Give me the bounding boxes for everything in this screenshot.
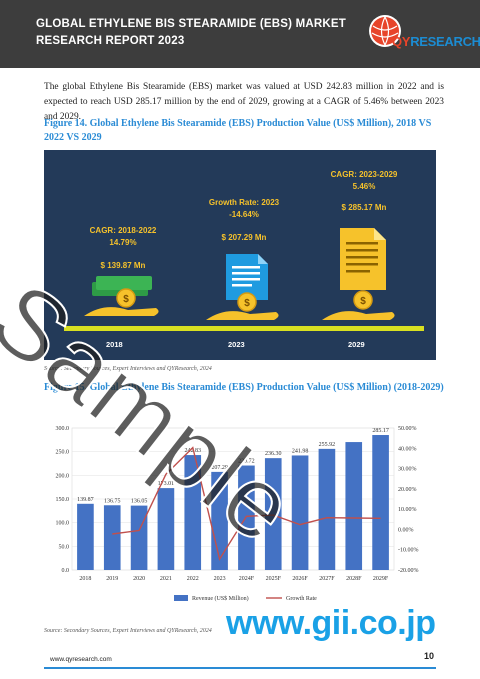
y-left-tick-label: 0.0 (62, 568, 70, 574)
figure-15-source: Source: Secondary Sources, Expert Interv… (44, 628, 212, 634)
revenue-bar (157, 488, 175, 570)
revenue-bar (103, 505, 121, 570)
revenue-bar (77, 503, 94, 570)
figure-15-title: Figure 15. Global Ethylene Bis Stearamid… (44, 382, 444, 393)
x-tick-label: 2020 (133, 576, 145, 582)
bar-value-label: 173.01 (158, 481, 175, 487)
mid-growth-value: -14.64% (229, 210, 259, 219)
x-tick-label: 2024F (239, 576, 255, 582)
infographic-panel: $ $ $ CAGR: 2018-2022 (44, 150, 436, 360)
revenue-bar (130, 505, 148, 570)
chart-svg: 0.0 50.0 100.0 150.0 200.0 250.0 300.0 -20.00% -… (56, 426, 419, 602)
mid-growth-label: Growth Rate: 2023 (208, 198, 280, 207)
y-right-tick-label: 0.00% (398, 527, 414, 533)
right-amount: $ 285.17 Mn (341, 203, 387, 212)
y-left-tick-label: 300.0 (56, 426, 70, 432)
revenue-bar (264, 458, 282, 570)
year-label-2029: 2029 (348, 340, 365, 349)
right-cagr-value: 5.46% (352, 182, 376, 191)
bar-value-label: 242.83 (185, 448, 202, 454)
legend-swatch-revenue (174, 595, 188, 601)
revenue-bar (345, 442, 363, 570)
infographic-art: $ $ $ (64, 228, 424, 331)
footer-url: www.qyresearch.com (50, 656, 112, 663)
globe-icon (369, 15, 401, 47)
bar-value-label: 241.98 (292, 448, 309, 454)
qyresearch-logo: QYRESEARCH (362, 14, 480, 58)
x-tick-label: 2029F (373, 576, 389, 582)
report-title: GLOBAL ETHYLENE BIS STEARAMIDE (EBS) MAR… (36, 18, 346, 47)
year-label-2023: 2023 (228, 340, 245, 349)
legend-label-revenue: Revenue (US$ Million) (192, 595, 249, 602)
svg-text:$: $ (123, 294, 129, 305)
report-header: GLOBAL ETHYLENE BIS STEARAMIDE (EBS) MAR… (0, 0, 480, 68)
y-left-tick-label: 250.0 (56, 450, 70, 456)
y-right-tick-label: -10.00% (398, 548, 419, 554)
revenue-bar (318, 448, 336, 570)
x-tick-label: 2021 (160, 576, 172, 582)
y-left-tick-label: 50.0 (59, 544, 70, 550)
revenue-bar (372, 435, 389, 570)
svg-text:$: $ (360, 296, 366, 307)
year-label-2018: 2018 (106, 340, 123, 349)
y-right-tick-label: 50.00% (398, 426, 417, 432)
bar-value-label: 220.72 (238, 459, 255, 465)
logo-suffix: RESEARCH (410, 34, 480, 49)
bar-value-label: 285.17 (372, 428, 389, 434)
left-amount: $ 139.87 Mn (100, 261, 146, 270)
figure-14-source: Source: Secondary Sources, Expert Interv… (44, 366, 212, 372)
bar-value-label: 139.87 (77, 497, 94, 503)
x-tick-label: 2023 (214, 576, 226, 582)
revenue-bar (291, 455, 309, 570)
y-right-tick-label: 30.00% (398, 467, 417, 473)
x-tick-label: 2018 (79, 576, 91, 582)
production-value-chart: 0.0 50.0 100.0 150.0 200.0 250.0 300.0 -20.00% -… (44, 418, 436, 618)
mid-amount: $ 207.29 Mn (221, 233, 267, 242)
footer-rule (44, 667, 436, 669)
y-left-tick-label: 200.0 (56, 473, 70, 479)
y-right-tick-label: 40.00% (398, 446, 417, 452)
figure-14-title: Figure 14. Global Ethylene Bis Stearamid… (44, 118, 432, 143)
right-cagr-label: CAGR: 2023-2029 (330, 170, 398, 179)
growth-rate-line (112, 446, 381, 561)
revenue-bar (238, 465, 255, 570)
bar-value-label: 236.30 (265, 451, 282, 457)
left-cagr-label: CAGR: 2018-2022 (89, 226, 157, 235)
legend-label-growth: Growth Rate (286, 596, 317, 602)
x-tick-label: 2022 (187, 576, 199, 582)
left-cagr-value: 14.79% (109, 238, 137, 247)
x-tick-label: 2028F (346, 576, 362, 582)
intro-paragraph: The global Ethylene Bis Stearamide (EBS)… (44, 82, 444, 122)
gii-watermark: www.gii.co.jp (226, 604, 436, 642)
x-tick-label: 2025F (266, 576, 282, 582)
y-right-tick-label: -20.00% (398, 568, 419, 574)
bar-value-label: 255.92 (319, 442, 336, 448)
revenue-bar (184, 455, 202, 570)
y-left-tick-label: 100.0 (56, 521, 70, 527)
revenue-bar (211, 471, 228, 570)
document-icon: $ (206, 254, 279, 320)
y-left-tick-label: 150.0 (56, 497, 70, 503)
bar-value-label: 136.75 (104, 498, 121, 504)
y-right-tick-label: 20.00% (398, 487, 417, 493)
x-tick-label: 2019 (106, 576, 118, 582)
y-right-tick-label: 10.00% (398, 507, 417, 513)
ground-strip (64, 326, 424, 331)
bar-value-label: 207.29 (211, 465, 228, 471)
svg-text:$: $ (244, 298, 250, 309)
logo-prefix: QY (392, 34, 411, 49)
x-tick-label: 2026F (292, 576, 308, 582)
x-tick-label: 2027F (319, 576, 335, 582)
tall-document-icon: $ (322, 228, 395, 320)
money-stack-icon: $ (84, 276, 159, 316)
page-number: 10 (424, 651, 435, 661)
bar-value-label: 136.05 (131, 499, 148, 505)
